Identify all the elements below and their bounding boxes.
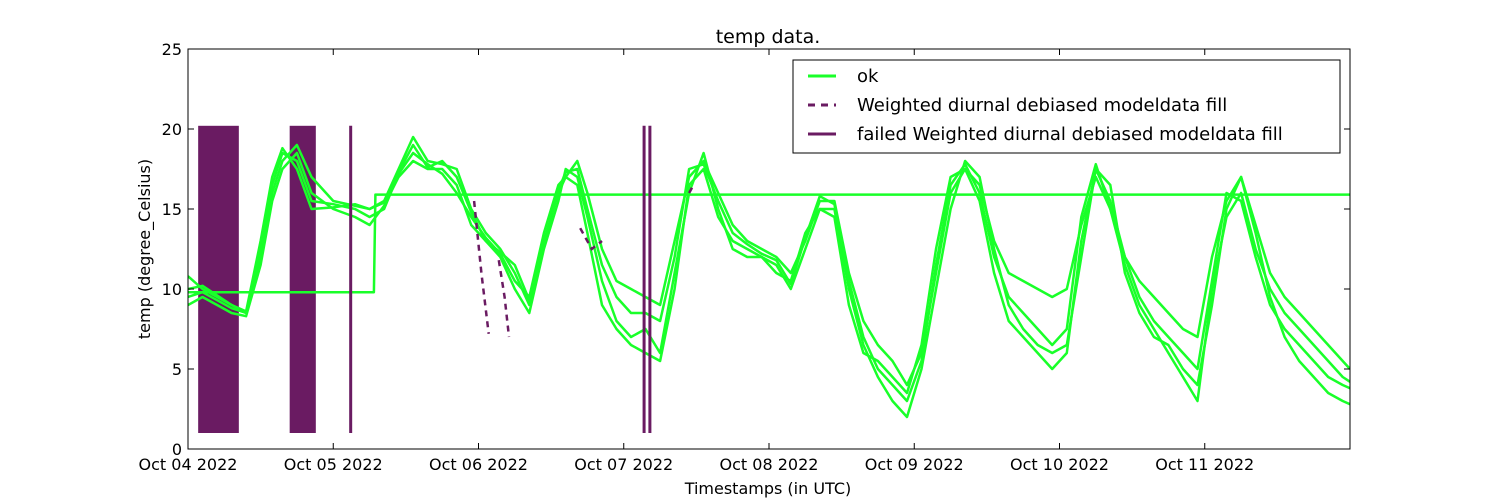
x-tick-label: Oct 11 2022 <box>1155 455 1254 474</box>
y-tick-label: 25 <box>162 40 182 59</box>
x-tick-label: Oct 10 2022 <box>1010 455 1109 474</box>
weighted-fill-dashed-line <box>497 260 511 338</box>
x-tick-label: Oct 09 2022 <box>865 455 964 474</box>
y-tick-label: 10 <box>162 280 182 299</box>
legend-label-ok: ok <box>857 66 879 87</box>
y-tick-label: 20 <box>162 120 182 139</box>
x-axis-label: Timestamps (in UTC) <box>684 479 852 498</box>
failed-fill-band <box>198 125 239 434</box>
weighted-fill-dashed-line <box>472 200 490 334</box>
x-tick-label: Oct 05 2022 <box>284 455 383 474</box>
y-tick-label: 15 <box>162 200 182 219</box>
x-tick-label: Oct 06 2022 <box>429 455 528 474</box>
series-line-ok <box>188 143 1350 403</box>
y-tick-label: 0 <box>172 440 182 459</box>
legend: ok Weighted diurnal debiased modeldata f… <box>792 59 1341 154</box>
series-line-ok <box>188 151 1350 419</box>
weighted-fill-dashed-line <box>579 227 603 251</box>
x-tick-label: Oct 07 2022 <box>574 455 673 474</box>
chart-title: temp data. <box>716 26 821 48</box>
series-line-ok <box>188 151 1350 395</box>
series-line-ok <box>188 193 1350 294</box>
x-tick-label: Oct 04 2022 <box>139 455 238 474</box>
x-tick-label: Oct 08 2022 <box>720 455 819 474</box>
legend-label-weighted-fill: Weighted diurnal debiased modeldata fill <box>857 95 1227 116</box>
legend-label-failed-fill: failed Weighted diurnal debiased modelda… <box>857 124 1283 145</box>
y-tick-label: 5 <box>172 360 182 379</box>
weighted-fill-dashed-line <box>688 184 695 194</box>
y-axis-label: temp (degree_Celsius) <box>135 159 155 339</box>
legend-box <box>792 59 1341 154</box>
